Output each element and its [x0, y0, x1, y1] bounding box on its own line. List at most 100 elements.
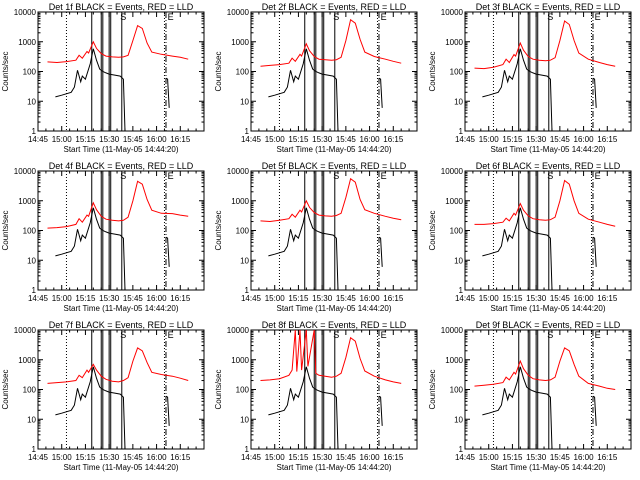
annotation-label: S: [547, 12, 553, 22]
events-series-line: [165, 77, 170, 108]
plot-area: [474, 171, 616, 290]
lld-series-line: [260, 177, 402, 223]
y-tick-label: 1000: [445, 197, 463, 206]
chart-panel-1: 1 10 100 1000 10000 14:45 15:00 15:15 15:30 15:45…: [1, 2, 205, 154]
x-tick-label: 15:30: [312, 135, 333, 144]
y-axis-label: Counts/sec: [428, 51, 437, 91]
y-tick-label: 1000: [231, 38, 249, 47]
x-axis-label: Start Time (11-May-05 14:44:20): [63, 145, 178, 154]
x-tick-label: 16:15: [383, 294, 404, 303]
y-tick-label: 1: [459, 286, 464, 295]
x-axis-label: Start Time (11-May-05 14:44:20): [490, 304, 605, 313]
chart-panel-3: 1 10 100 1000 10000 14:45 15:00 15:15 15:30 15:45…: [428, 2, 632, 154]
x-tick-label: 15:00: [479, 135, 500, 144]
x-tick-label: 15:45: [123, 453, 144, 462]
plot-area: [474, 12, 616, 131]
annotation-label: E: [595, 171, 601, 181]
x-tick-label: 16:15: [597, 294, 618, 303]
annotation-label: S: [333, 12, 339, 22]
plot-frame: [464, 170, 632, 291]
annotation-label: S: [333, 330, 339, 340]
lld-series-line: [260, 330, 402, 384]
lld-series-line: [474, 20, 616, 70]
x-tick-label: 14:45: [241, 294, 262, 303]
y-axis-label: Counts/sec: [428, 369, 437, 409]
y-axis-label: Counts/sec: [214, 210, 223, 250]
events-series-line: [482, 48, 553, 131]
x-tick-label: 16:00: [360, 294, 381, 303]
y-tick-label: 1000: [18, 197, 36, 206]
x-tick-label: 15:45: [550, 294, 571, 303]
x-tick-label: 14:45: [241, 135, 262, 144]
chart-panel-6: 1 10 100 1000 10000 14:45 15:00 15:15 15:30 15:45…: [428, 161, 632, 313]
y-tick-label: 1000: [445, 356, 463, 365]
y-tick-label: 100: [450, 227, 464, 236]
annotation-label: S: [120, 330, 126, 340]
x-tick-label: 16:00: [574, 135, 595, 144]
annotation-label: E: [595, 12, 601, 22]
chart-title: Det 5f BLACK = Events, RED = LLD: [262, 161, 407, 171]
events-series-line: [55, 366, 126, 449]
x-tick-label: 15:15: [75, 294, 96, 303]
x-tick-label: 16:15: [383, 135, 404, 144]
x-tick-label: 15:15: [502, 294, 523, 303]
events-series-line: [268, 366, 339, 449]
y-tick-label: 10: [27, 97, 36, 106]
x-tick-label: 15:30: [99, 294, 120, 303]
y-tick-label: 1000: [18, 356, 36, 365]
x-tick-label: 16:15: [597, 135, 618, 144]
y-tick-label: 10000: [227, 326, 250, 335]
annotation-label: E: [595, 330, 601, 340]
x-tick-label: 14:45: [455, 294, 476, 303]
plot-area: [474, 330, 616, 449]
y-tick-label: 10000: [441, 8, 464, 17]
y-tick-label: 10: [240, 415, 249, 424]
x-tick-label: 15:45: [123, 135, 144, 144]
x-axis-label: Start Time (11-May-05 14:44:20): [276, 304, 391, 313]
x-tick-label: 14:45: [28, 135, 49, 144]
x-tick-label: 16:15: [383, 453, 404, 462]
y-tick-label: 1: [32, 286, 37, 295]
x-tick-label: 15:45: [550, 453, 571, 462]
x-tick-label: 15:15: [288, 294, 309, 303]
annotation-label: E: [168, 171, 174, 181]
chart-title: Det 7f BLACK = Events, RED = LLD: [49, 320, 194, 330]
x-tick-label: 15:30: [312, 294, 333, 303]
x-tick-label: 15:30: [99, 453, 120, 462]
y-tick-label: 10000: [441, 167, 464, 176]
y-tick-label: 1: [245, 445, 250, 454]
lld-series-line: [260, 18, 402, 67]
y-tick-label: 100: [23, 386, 37, 395]
events-series-line: [378, 77, 383, 108]
chart-title: Det 3f BLACK = Events, RED = LLD: [476, 2, 621, 12]
events-series-line: [592, 77, 597, 108]
x-axis-label: Start Time (11-May-05 14:44:20): [490, 463, 605, 472]
annotation-label: S: [547, 171, 553, 181]
y-axis-label: Counts/sec: [1, 51, 10, 91]
plot-area: [260, 12, 402, 131]
y-tick-label: 100: [236, 386, 250, 395]
y-tick-label: 10000: [441, 326, 464, 335]
chart-title: Det 4f BLACK = Events, RED = LLD: [49, 161, 194, 171]
y-tick-label: 100: [236, 68, 250, 77]
x-tick-label: 15:15: [502, 135, 523, 144]
x-tick-label: 15:30: [526, 294, 547, 303]
y-axis-label: Counts/sec: [214, 51, 223, 91]
y-tick-label: 1000: [231, 356, 249, 365]
x-tick-label: 15:30: [526, 453, 547, 462]
chart-panel-5: 1 10 100 1000 10000 14:45 15:00 15:15 15:30 15:45…: [214, 161, 418, 313]
x-tick-label: 16:00: [574, 294, 595, 303]
x-tick-label: 15:00: [479, 453, 500, 462]
lld-series-line: [47, 24, 189, 64]
x-tick-label: 15:30: [312, 453, 333, 462]
plot-frame: [37, 329, 205, 450]
y-tick-label: 10: [240, 256, 249, 265]
y-tick-label: 100: [23, 227, 37, 236]
x-tick-label: 15:00: [52, 135, 73, 144]
y-tick-label: 100: [236, 227, 250, 236]
y-tick-label: 10: [27, 256, 36, 265]
x-tick-label: 15:00: [52, 294, 73, 303]
x-tick-label: 15:00: [52, 453, 73, 462]
x-tick-label: 15:15: [75, 453, 96, 462]
events-series-line: [378, 236, 383, 267]
